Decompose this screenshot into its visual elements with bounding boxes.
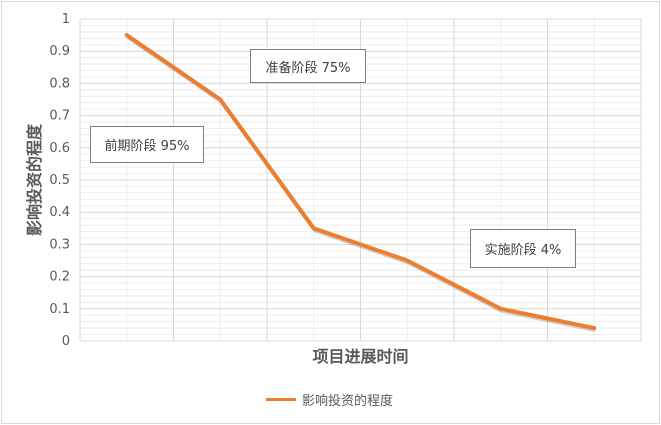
y-tick-label: 0.5 <box>49 173 70 188</box>
y-tick-label: 0.4 <box>49 205 70 220</box>
x-axis-title: 项目进展时间 <box>312 347 408 366</box>
annotation-impl-stage: 实施阶段 4% <box>470 229 576 268</box>
y-axis-title: 影响投资的程度 <box>25 123 44 236</box>
y-tick-label: 0.2 <box>49 270 70 285</box>
y-tick-label: 0.7 <box>49 109 70 124</box>
y-tick-label: 1 <box>62 12 70 27</box>
y-tick-label: 0.3 <box>49 237 70 252</box>
legend: 影响投资的程度 <box>266 390 393 409</box>
y-tick-label: 0.8 <box>49 76 70 91</box>
annotation-prep-stage: 准备阶段 75% <box>250 49 366 83</box>
y-tick-label: 0 <box>62 334 70 349</box>
y-tick-label: 0.6 <box>49 141 70 156</box>
legend-label: 影响投资的程度 <box>302 394 394 409</box>
legend-swatch <box>266 398 296 401</box>
y-tick-label: 0.9 <box>49 44 70 59</box>
annotation-early-stage: 前期阶段 95% <box>90 126 204 163</box>
series-line <box>124 33 597 331</box>
y-tick-label: 0.1 <box>49 302 70 317</box>
